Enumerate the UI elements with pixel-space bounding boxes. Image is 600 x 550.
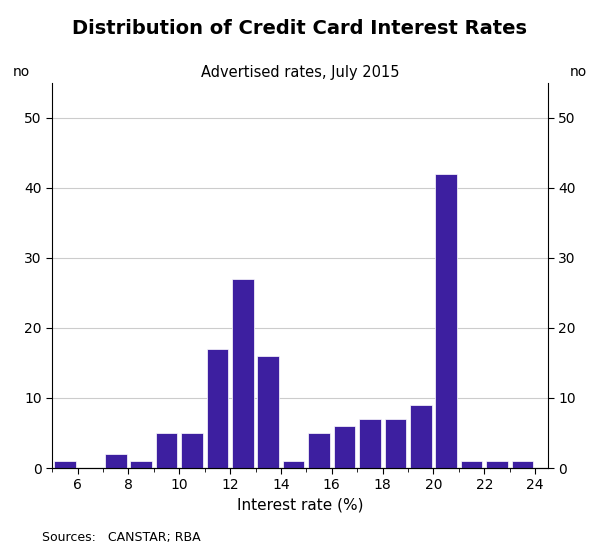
Bar <box>359 419 380 468</box>
Bar <box>512 461 533 468</box>
Bar <box>232 279 254 468</box>
Bar <box>461 461 482 468</box>
Bar <box>54 461 76 468</box>
Bar <box>486 461 508 468</box>
Bar <box>156 433 178 468</box>
Bar <box>206 349 228 468</box>
Bar <box>308 433 330 468</box>
Bar <box>334 426 355 468</box>
Text: Sources:   CANSTAR; RBA: Sources: CANSTAR; RBA <box>42 531 200 544</box>
Bar <box>436 174 457 468</box>
X-axis label: Interest rate (%): Interest rate (%) <box>237 498 363 513</box>
Bar <box>181 433 203 468</box>
Bar <box>385 419 406 468</box>
Text: no: no <box>13 65 30 79</box>
Bar <box>130 461 152 468</box>
Title: Advertised rates, July 2015: Advertised rates, July 2015 <box>201 65 399 80</box>
Bar <box>257 356 279 468</box>
Bar <box>283 461 304 468</box>
Text: Distribution of Credit Card Interest Rates: Distribution of Credit Card Interest Rat… <box>73 19 527 39</box>
Text: no: no <box>570 65 587 79</box>
Bar <box>105 454 127 468</box>
Bar <box>410 405 431 468</box>
